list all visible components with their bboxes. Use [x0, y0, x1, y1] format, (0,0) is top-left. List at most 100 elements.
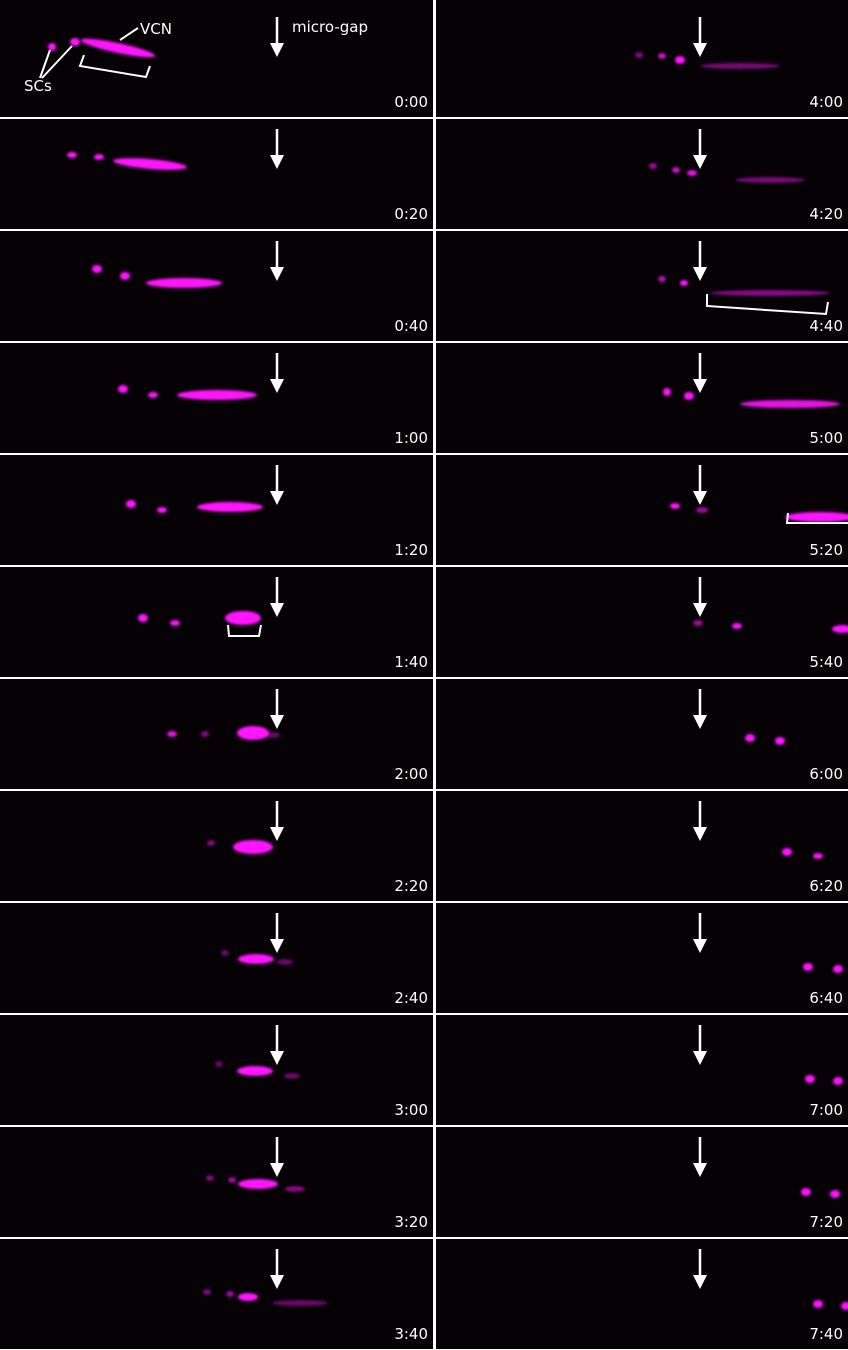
- cell-fluorescence: [92, 265, 102, 273]
- timestamp: 2:00: [394, 765, 428, 783]
- cell-fluorescence: [148, 392, 158, 398]
- cell-fluorescence: [782, 848, 792, 856]
- frame: 0:40: [0, 231, 433, 341]
- frame: 7:40: [436, 1239, 848, 1349]
- frame: 6:40: [436, 903, 848, 1013]
- timestamp: 0:40: [394, 317, 428, 335]
- cell-fluorescence: [680, 280, 688, 286]
- frame: 1:00: [0, 343, 433, 453]
- cell-fluorescence: [225, 611, 261, 625]
- cell-fluorescence: [237, 726, 269, 740]
- cell-fluorescence: [238, 954, 274, 964]
- cell-fluorescence: [735, 177, 805, 183]
- frame: 0:20: [0, 119, 433, 229]
- cell-fluorescence: [805, 1075, 815, 1083]
- cell-fluorescence: [167, 731, 177, 737]
- frame-background: [0, 1127, 433, 1237]
- cell-fluorescence: [658, 53, 666, 59]
- frame: 4:20: [436, 119, 848, 229]
- frame-background: [436, 119, 848, 229]
- cell-fluorescence: [233, 840, 273, 854]
- cell-fluorescence: [120, 272, 130, 280]
- cell-fluorescence: [215, 1061, 223, 1067]
- frame: 7:20: [436, 1127, 848, 1237]
- cell-fluorescence: [177, 390, 257, 400]
- cell-fluorescence: [801, 1188, 811, 1196]
- frame: 3:00: [0, 1015, 433, 1125]
- frame: 4:40: [436, 231, 848, 341]
- frame: 1:40: [0, 567, 433, 677]
- timestamp: 5:20: [809, 541, 843, 559]
- frame-background: [436, 343, 848, 453]
- cell-fluorescence: [710, 290, 830, 296]
- cell-fluorescence: [649, 163, 657, 169]
- cell-fluorescence: [206, 1175, 214, 1181]
- frame-background: [436, 567, 848, 677]
- frame-background: [436, 903, 848, 1013]
- timestamp: 5:40: [809, 653, 843, 671]
- timestamp: 1:00: [394, 429, 428, 447]
- cell-fluorescence: [238, 1293, 258, 1301]
- cell-fluorescence: [70, 38, 80, 46]
- frame: 0:00: [0, 0, 433, 117]
- cell-fluorescence: [803, 963, 813, 971]
- cell-fluorescence: [67, 152, 77, 158]
- time-lapse-figure: 0:000:200:401:001:201:402:002:202:403:00…: [0, 0, 848, 1350]
- frame: 5:40: [436, 567, 848, 677]
- cell-fluorescence: [693, 620, 703, 626]
- frame: 2:40: [0, 903, 433, 1013]
- cell-fluorescence: [732, 623, 742, 629]
- cell-fluorescence: [126, 500, 136, 508]
- cell-fluorescence: [675, 56, 685, 64]
- cell-fluorescence: [696, 507, 708, 513]
- cell-fluorescence: [221, 950, 229, 956]
- timestamp: 4:00: [809, 93, 843, 111]
- cell-fluorescence: [226, 1291, 234, 1297]
- cell-fluorescence: [672, 167, 680, 173]
- cell-fluorescence: [813, 853, 823, 859]
- timestamp: 3:40: [394, 1325, 428, 1343]
- cell-fluorescence: [635, 52, 643, 58]
- frame: 4:00: [436, 0, 848, 117]
- frame-background: [0, 791, 433, 901]
- cell-fluorescence: [203, 1289, 211, 1295]
- frame-background: [0, 679, 433, 789]
- frame: 7:00: [436, 1015, 848, 1125]
- frame-background: [436, 1127, 848, 1237]
- cell-fluorescence: [700, 63, 780, 69]
- frame-background: [436, 1239, 848, 1349]
- cell-fluorescence: [201, 731, 209, 737]
- cell-fluorescence: [118, 385, 128, 393]
- frame-background: [0, 1239, 433, 1349]
- frame: 5:00: [436, 343, 848, 453]
- frame-background: [436, 791, 848, 901]
- timestamp: 5:00: [809, 429, 843, 447]
- frame: 6:00: [436, 679, 848, 789]
- frame: 3:20: [0, 1127, 433, 1237]
- frame-background: [0, 567, 433, 677]
- cell-fluorescence: [207, 840, 215, 846]
- cell-fluorescence: [285, 1186, 305, 1192]
- cell-fluorescence: [197, 502, 263, 512]
- frame-background: [436, 1015, 848, 1125]
- cell-fluorescence: [740, 400, 840, 408]
- cell-fluorescence: [833, 965, 843, 973]
- timestamp: 7:40: [809, 1325, 843, 1343]
- timestamp: 1:20: [394, 541, 428, 559]
- timestamp: 1:40: [394, 653, 428, 671]
- cell-fluorescence: [663, 388, 671, 396]
- cell-fluorescence: [830, 1190, 840, 1198]
- cell-fluorescence: [745, 734, 755, 742]
- micro-gap-label: micro-gap: [292, 18, 368, 36]
- frame-background: [436, 0, 848, 117]
- cell-fluorescence: [146, 278, 222, 288]
- cell-fluorescence: [687, 170, 697, 176]
- cell-fluorescence: [264, 732, 280, 738]
- cell-fluorescence: [277, 959, 293, 965]
- vcn-label: VCN: [140, 20, 172, 38]
- cell-fluorescence: [684, 392, 694, 400]
- timestamp: 0:20: [394, 205, 428, 223]
- frame: 1:20: [0, 455, 433, 565]
- frame-background: [0, 0, 433, 117]
- frame: 6:20: [436, 791, 848, 901]
